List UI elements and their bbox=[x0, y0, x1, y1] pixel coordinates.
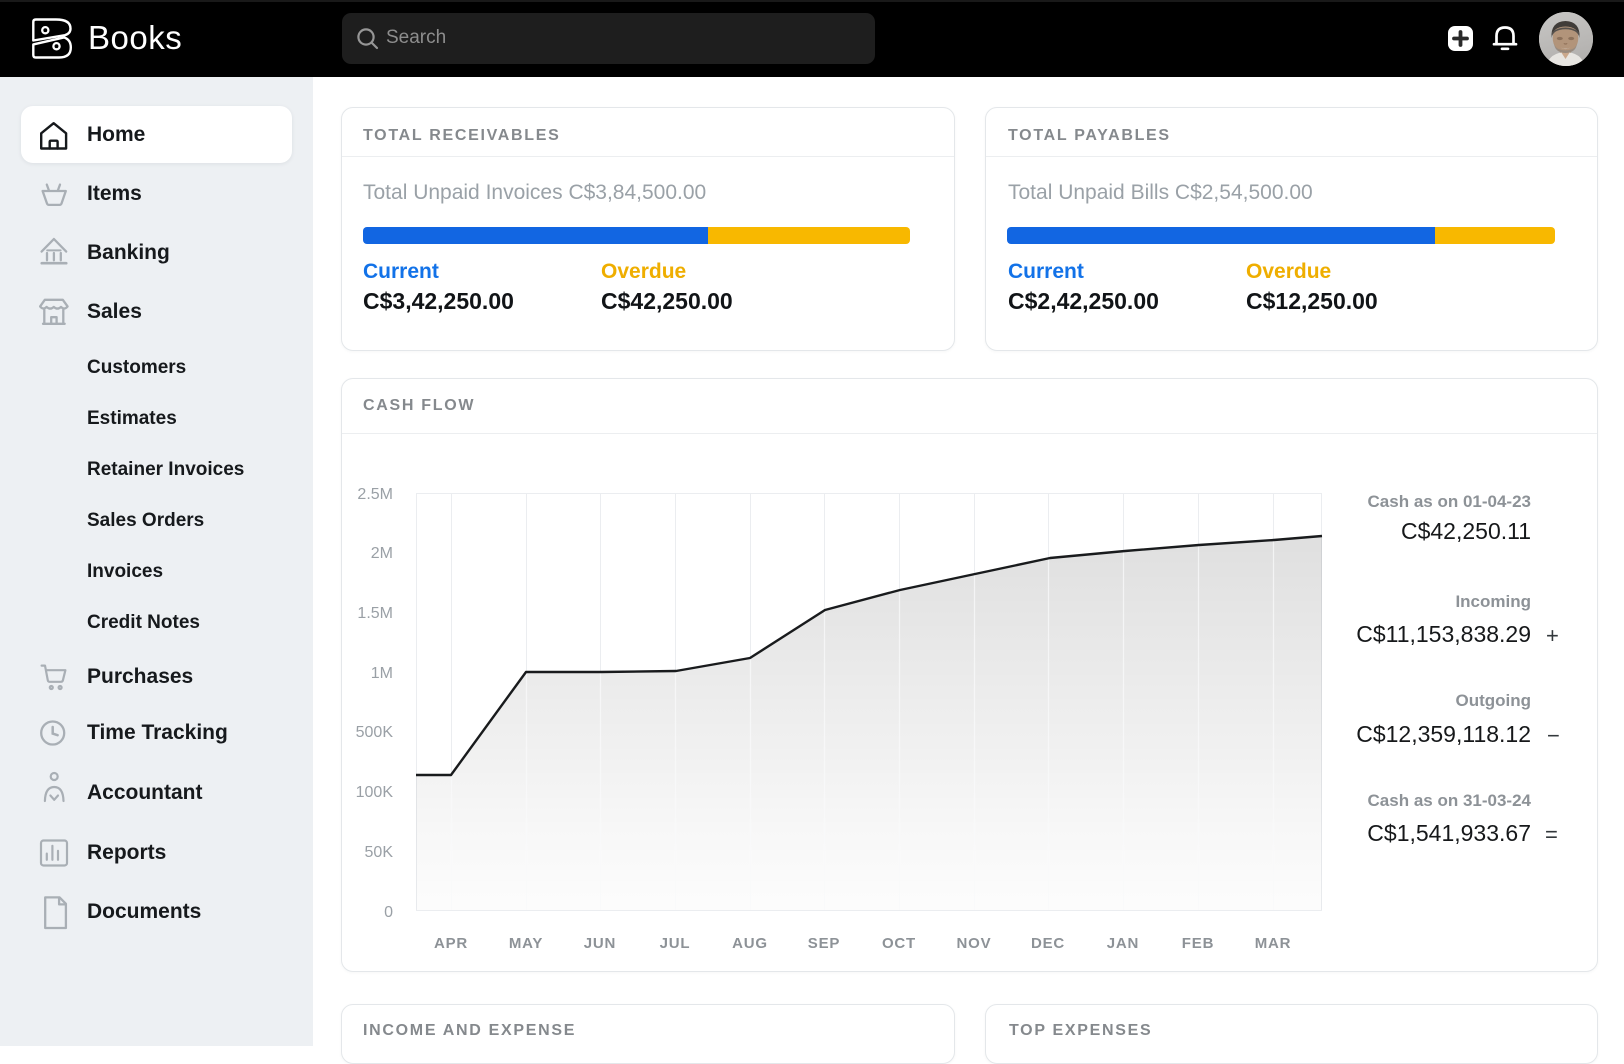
svg-text:500K: 500K bbox=[356, 724, 394, 741]
svg-text:1.5M: 1.5M bbox=[357, 605, 393, 622]
svg-text:50K: 50K bbox=[365, 844, 394, 861]
svg-text:JUL: JUL bbox=[660, 935, 691, 952]
svg-text:NOV: NOV bbox=[957, 935, 992, 952]
svg-text:JUN: JUN bbox=[584, 935, 616, 952]
svg-text:1M: 1M bbox=[371, 665, 393, 682]
svg-text:100K: 100K bbox=[356, 784, 394, 801]
svg-text:MAY: MAY bbox=[509, 935, 543, 952]
svg-text:AUG: AUG bbox=[732, 935, 768, 952]
svg-text:DEC: DEC bbox=[1031, 935, 1065, 952]
svg-text:2M: 2M bbox=[371, 545, 393, 562]
svg-text:0: 0 bbox=[384, 904, 393, 921]
svg-text:FEB: FEB bbox=[1182, 935, 1214, 952]
svg-text:OCT: OCT bbox=[882, 935, 916, 952]
svg-text:SEP: SEP bbox=[808, 935, 840, 952]
svg-text:MAR: MAR bbox=[1255, 935, 1292, 952]
svg-text:JAN: JAN bbox=[1107, 935, 1139, 952]
svg-text:2.5M: 2.5M bbox=[357, 486, 393, 503]
svg-text:APR: APR bbox=[434, 935, 468, 952]
